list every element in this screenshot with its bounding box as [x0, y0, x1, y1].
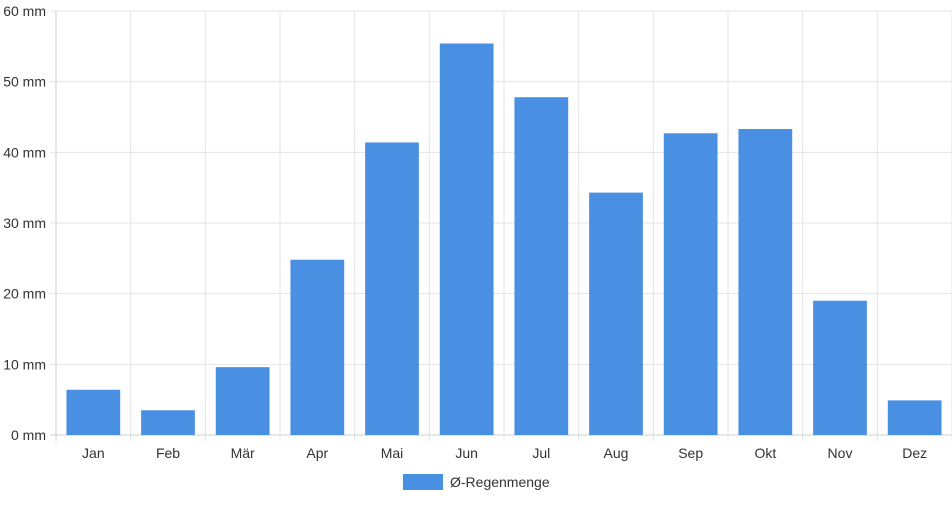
legend[interactable]: Ø-Regenmenge [403, 474, 550, 490]
y-axis-ticks: 0 mm 10 mm 20 mm 30 mm 40 mm 50 mm 60 mm [3, 3, 46, 443]
x-tick-label: Sep [678, 445, 703, 461]
legend-swatch[interactable] [403, 474, 443, 490]
grid-lines [50, 10, 952, 441]
bar-mär[interactable] [215, 367, 270, 435]
bar-jan[interactable] [66, 389, 121, 435]
bar-jul[interactable] [514, 97, 569, 436]
bar-feb[interactable] [141, 410, 195, 435]
x-tick-label: Feb [156, 445, 180, 461]
y-tick-label: 30 mm [3, 215, 46, 231]
x-tick-label: Apr [306, 445, 328, 461]
bar-aug[interactable] [589, 192, 643, 435]
x-tick-label: Aug [604, 445, 629, 461]
bar-mai[interactable] [365, 142, 419, 435]
y-tick-label: 0 mm [11, 427, 46, 443]
y-tick-label: 10 mm [3, 356, 46, 372]
legend-label[interactable]: Ø-Regenmenge [450, 474, 550, 490]
x-axis-ticks: Jan Feb Mär Apr Mai Jun Jul Aug Sep Okt Nov Dez [82, 445, 927, 461]
y-tick-label: 40 mm [3, 144, 46, 160]
x-tick-label: Dez [902, 445, 927, 461]
bar-sep[interactable] [663, 133, 718, 435]
x-tick-label: Jan [82, 445, 105, 461]
bar-apr[interactable] [290, 259, 345, 435]
x-tick-label: Mai [381, 445, 404, 461]
y-tick-label: 60 mm [3, 3, 46, 19]
x-tick-label: Okt [754, 445, 776, 461]
y-tick-label: 50 mm [3, 74, 46, 90]
bar-nov[interactable] [813, 300, 867, 435]
bar-okt[interactable] [738, 129, 793, 435]
x-tick-label: Jun [455, 445, 478, 461]
x-tick-label: Jul [532, 445, 550, 461]
x-tick-label: Mär [231, 445, 255, 461]
y-tick-label: 20 mm [3, 286, 46, 302]
bars [66, 43, 942, 436]
bar-jun[interactable] [439, 43, 494, 436]
x-tick-label: Nov [828, 445, 853, 461]
bar-dez[interactable] [887, 400, 942, 435]
